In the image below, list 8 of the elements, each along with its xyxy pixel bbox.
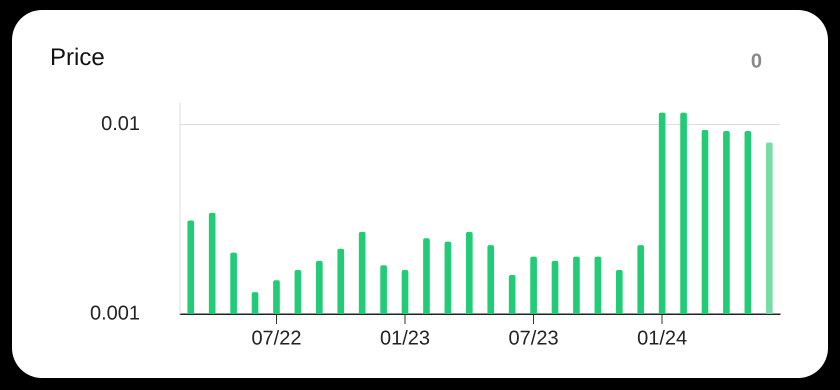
text: 0 — [750, 50, 762, 73]
y-tick-label: 0.001 — [90, 302, 140, 325]
x-tick-label: 01/24 — [637, 328, 688, 350]
chart-title: Price — [50, 44, 105, 72]
x-tick-label: 07/22 — [251, 328, 302, 350]
x-tick-label: 07/23 — [508, 328, 559, 350]
x-tick-label: 01/23 — [380, 328, 430, 350]
y-tick-label: 0.01 — [101, 112, 140, 135]
